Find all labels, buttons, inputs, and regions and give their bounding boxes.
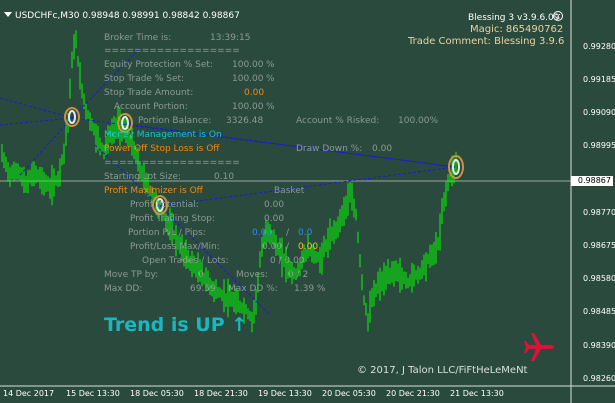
ea-magic: Magic: 865490762: [470, 24, 564, 35]
profit-trailing-value: 0.00: [264, 214, 285, 224]
account-portion-unit: %: [266, 102, 275, 112]
profit-potential-value: 0.00: [264, 200, 285, 210]
trendline: [71, 47, 141, 119]
price-tick: 0.99185: [583, 75, 615, 84]
trend-status: Trend is UP ↑: [104, 314, 248, 336]
moves-label: Moves:: [236, 270, 268, 280]
portion-pl-value: 0.00: [252, 228, 273, 238]
account-risked-value: 100.00%: [398, 116, 439, 126]
equity-protection-label: Equity Protection % Set:: [104, 60, 213, 70]
symbol-text: USDCHFc,M30 0.98948 0.98991 0.98842 0.98…: [15, 11, 240, 21]
power-off-status: Power Off Stop Loss is Off: [104, 144, 220, 154]
current-price-label: 0.98867: [571, 176, 613, 186]
max-dd-label: Max DD:: [104, 284, 143, 294]
candles-group: [1, 30, 457, 333]
separator: ==================: [104, 158, 240, 168]
price-tick: 0.99280: [583, 42, 615, 51]
time-tick: 18 Dec 21:30: [194, 389, 248, 398]
trendline: [19, 117, 73, 176]
trendline: [159, 205, 271, 316]
max-dd-pct-label: Max DD %:: [228, 284, 278, 294]
trendline: [0, 97, 73, 119]
stop-trade-unit: %: [266, 74, 275, 84]
money-management-status: Money Management is On: [104, 130, 222, 140]
trendline: [159, 166, 456, 207]
move-tp-value: 0: [198, 270, 204, 280]
price-tick: 0.98580: [583, 274, 615, 283]
drawdown-label: Draw Down %:: [296, 144, 363, 154]
time-tick: 18 Dec 05:30: [130, 389, 184, 398]
separator: ==================: [104, 46, 240, 56]
price-tick: 0.98260: [583, 374, 615, 383]
ea-title: Blessing 3 v3.9.6.09: [468, 13, 560, 23]
profit-loss-label: Profit/Loss Max/Min:: [130, 242, 220, 252]
moves-value: 0 / 2: [288, 270, 309, 280]
portion-pl-label: Portion P/L / Pips:: [128, 228, 206, 238]
circle-marker-icon: [68, 110, 76, 124]
time-tick: 20 Dec 05:30: [322, 389, 376, 398]
time-tick: 19 Dec 13:30: [258, 389, 312, 398]
circle-marker-icon: [452, 159, 460, 175]
profit-loss-min: 0.00: [298, 242, 319, 252]
trendlines-group: [0, 47, 456, 316]
trendline: [124, 123, 456, 168]
stop-amount-value: 0.00: [244, 88, 265, 98]
copyright: © 2017, J Talon LLC/FiFtHeLeMeNt: [357, 365, 528, 376]
stop-trade-value: 100.00: [232, 74, 264, 84]
price-tick: 0.99090: [583, 108, 615, 117]
move-tp-label: Move TP by:: [104, 270, 159, 280]
stop-amount-label: Stop Trade Amount:: [104, 88, 194, 98]
broker-time-label: Broker Time is:: [104, 33, 172, 43]
time-tick: 20 Dec 21:30: [386, 389, 440, 398]
starting-lot-label: Starting Lot Size:: [104, 172, 182, 182]
time-tick: 15 Dec 13:30: [66, 389, 120, 398]
account-portion-value: 100.00: [232, 102, 264, 112]
basket-label: Basket: [274, 186, 305, 196]
max-dd-value: 69.59: [190, 284, 216, 294]
portion-pl-pips: 0.0: [298, 228, 313, 238]
account-risked-label: Account % Risked:: [296, 116, 380, 126]
broker-time-value: 13:39:15: [210, 33, 251, 43]
starting-lot-value: 0.10: [214, 172, 235, 182]
price-tick: 0.98485: [583, 307, 615, 316]
dropdown-arrow-icon[interactable]: [4, 12, 12, 17]
price-tick: 0.98995: [583, 141, 615, 150]
portion-pl-separator: /: [286, 228, 290, 238]
price-tick: 0.98770: [583, 208, 615, 217]
circle-marker-icon: [64, 107, 80, 127]
circle-marker-icon: [448, 155, 464, 179]
equity-protection-unit: %: [266, 60, 275, 70]
profit-maximizer-status: Profit Maximizer is Off: [104, 186, 203, 196]
open-trades-value: 0 / 0.00: [270, 256, 305, 266]
symbol-info: USDCHFc,M30 0.98948 0.98991 0.98842 0.98…: [4, 11, 240, 22]
profit-loss-max: 0.00: [262, 242, 283, 252]
profit-potential-label: Profit Potential:: [130, 200, 199, 210]
circle-marker-icon: [121, 116, 129, 130]
stop-trade-label: Stop Trade % Set:: [104, 74, 185, 84]
price-tick: 0.98390: [583, 341, 615, 350]
drawdown-value: 0.00: [372, 144, 393, 154]
portion-balance-value: 3326.48: [226, 116, 264, 126]
account-portion-label: Account Portion:: [114, 102, 188, 112]
circle-marker-icon: [117, 113, 133, 133]
circle-markers: [64, 107, 464, 215]
portion-balance-label: Portion Balance:: [138, 116, 212, 126]
smiley-icon[interactable]: [553, 11, 563, 21]
profit-trailing-label: Profit Trailing Stop:: [130, 214, 215, 224]
max-dd-pct-value: 1.39 %: [294, 284, 326, 294]
price-tick: 0.98675: [583, 241, 615, 250]
trendline: [0, 117, 73, 126]
time-tick: 14 Dec 2017: [3, 389, 55, 398]
circle-marker-icon: [152, 195, 168, 215]
airplane-icon: [524, 333, 554, 361]
trendline: [71, 117, 456, 168]
time-tick: 21 Dec 13:30: [450, 389, 504, 398]
open-trades-label: Open Trades / Lots:: [142, 256, 229, 266]
circle-marker-icon: [156, 198, 164, 212]
ea-trade-comment: Trade Comment: Blessing 3.9.6: [408, 36, 565, 47]
equity-protection-value: 100.00: [232, 60, 264, 70]
profit-loss-separator: /: [286, 242, 290, 252]
